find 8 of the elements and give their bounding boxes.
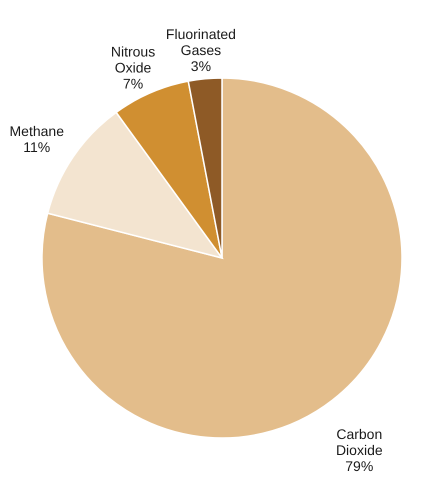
data-label: 3% xyxy=(190,58,212,74)
data-label: 79% xyxy=(345,458,374,474)
data-label: 7% xyxy=(122,75,144,92)
slice-label: Carbon Dioxide xyxy=(336,426,383,458)
slice-label: Fluorinated Gases xyxy=(166,26,236,58)
slice-label: Nitrous Oxide xyxy=(110,43,156,76)
data-label: 11% xyxy=(23,139,50,156)
slice-label: Methane xyxy=(9,123,64,140)
